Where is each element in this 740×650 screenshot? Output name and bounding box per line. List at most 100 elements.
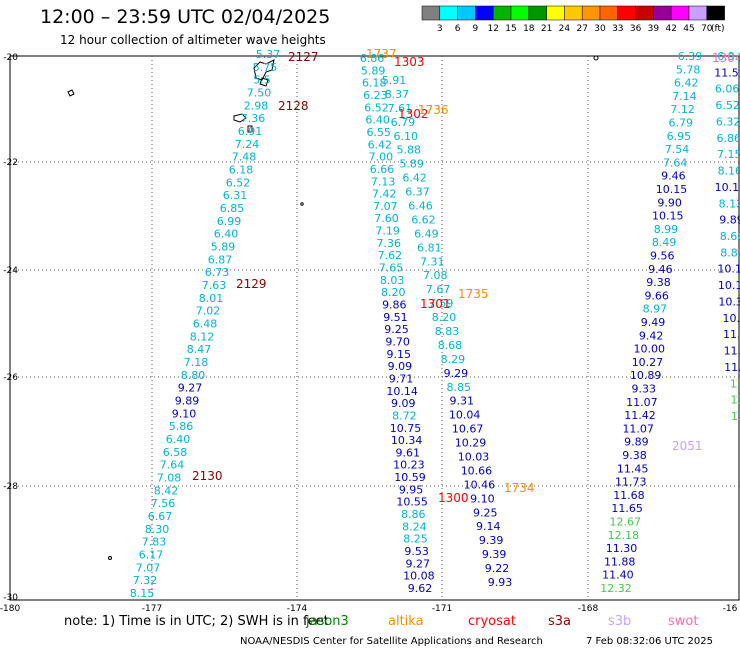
wave-height-value: 7.62 (378, 249, 403, 262)
wave-height-value: 6.23 (363, 89, 388, 102)
legend-tick: 9 (473, 24, 479, 34)
legend-tick: 39 (648, 24, 660, 34)
longitude-label: -168 (578, 604, 599, 614)
wave-height-value: 6.99 (217, 215, 242, 228)
map-subtitle: 12 hour collection of altimeter wave hei… (60, 33, 326, 47)
wave-height-value: 7.36 (376, 237, 401, 250)
wave-height-value: 5.78 (676, 63, 701, 76)
wave-height-value: 9.27 (406, 557, 431, 570)
wave-height-value: 11.0 (723, 328, 740, 341)
wave-height-value: 9.71 (389, 372, 414, 385)
wave-height-value: 9.93 (488, 576, 513, 589)
longitude-label: -177 (142, 604, 162, 614)
footer-credit: NOAA/NESDIS Center for Satellite Applica… (240, 636, 543, 647)
wave-height-value: 6.32 (716, 115, 740, 128)
wave-height-value: 10.27 (632, 356, 664, 369)
legend-tick: 30 (594, 24, 606, 34)
wave-height-value: 7.83 (142, 536, 167, 549)
wave-height-value: 8.20 (432, 311, 457, 324)
wave-height-value: 10.03 (458, 451, 490, 464)
wave-height-value: 10.46 (464, 478, 496, 491)
wave-height-value: 10.9 (722, 312, 740, 325)
legend-swatch (617, 5, 636, 21)
wave-height-value: 7.36 (241, 112, 266, 125)
footer-timestamp: 7 Feb 08:32:06 UTC 2025 (586, 636, 713, 647)
longitude-label: -16 (723, 604, 738, 614)
wave-height-value: 6.42 (402, 172, 427, 185)
legend-tick: 42 (665, 24, 676, 34)
legend-swatch (653, 5, 672, 21)
wave-height-value: 6.46 (408, 200, 433, 213)
wave-height-value: 8.85 (447, 381, 472, 394)
wave-height-value: 6.52 (715, 99, 740, 112)
wave-height-value: 9.22 (485, 562, 510, 575)
pass-label: 2127 (288, 50, 319, 64)
wave-height-value: 6.42 (368, 138, 393, 151)
wave-height-value: 9.89 (719, 214, 740, 227)
wave-height-value: 10.00 (634, 343, 666, 356)
wave-height-value: 7.24 (235, 138, 260, 151)
wave-height-value: 7.12 (670, 103, 695, 116)
wave-height-value: 7.08 (423, 269, 448, 282)
latitude-labels: -20 -22 -24 -26 -28 -30 (3, 53, 18, 603)
wave-height-value: 6.40 (166, 433, 191, 446)
wave-height-value: 8.99 (654, 223, 679, 236)
pass-label: 1737 (366, 47, 397, 61)
wave-height-value: 5.89 (399, 158, 424, 171)
wave-height-value: 8.82 (720, 246, 740, 259)
wave-height-value: 9.09 (388, 360, 413, 373)
wave-height-value: 9.42 (639, 329, 664, 342)
wave-height-value: 7.14 (672, 90, 697, 103)
legend-tick: 18 (523, 24, 535, 34)
wave-height-value: 5.75 (253, 61, 278, 74)
pass-label: 2129 (236, 277, 267, 291)
latitude-label: -24 (3, 266, 18, 276)
wave-height-value: 7.56 (151, 497, 176, 510)
wave-height-value: 9.51 (383, 311, 408, 324)
legend-tick: 36 (630, 24, 642, 34)
pass-label: 2130 (192, 469, 223, 483)
wave-height-value: 7.00 (369, 151, 394, 164)
wave-height-value: 7.42 (372, 188, 397, 201)
wave-height-value: 7.67 (426, 283, 451, 296)
graticule (10, 56, 739, 600)
wave-height-value: 7.08 (157, 472, 182, 485)
wave-height-value: 6.18 (229, 164, 254, 177)
wave-height-value: 8.29 (441, 353, 466, 366)
mission-name: altika (388, 614, 424, 629)
wave-height-value: 10.35 (718, 295, 740, 308)
mission-name: jason3 (305, 614, 349, 629)
wave-height-value: 6.73 (205, 266, 230, 279)
wave-height-value: 7.48 (232, 151, 257, 164)
wave-height-value: 10.15 (717, 263, 740, 276)
legend-tick: 45 (683, 24, 694, 34)
wave-height-value: 7.50 (247, 87, 272, 100)
pass-label: 2051 (672, 439, 703, 453)
wave-height-value: 6.81 (417, 241, 442, 254)
wave-height-value: 6.67 (148, 510, 173, 523)
wave-height-value: 12 (731, 410, 740, 423)
wave-height-value: 9.09 (391, 397, 416, 410)
wave-height-value: 6.55 (366, 126, 391, 139)
wave-height-value: 7.32 (133, 574, 158, 587)
wave-height-value: 10.29 (455, 437, 487, 450)
pass-label: 1735 (458, 287, 489, 301)
pass-label: 1736 (418, 103, 449, 117)
wave-height-value: 2.98 (244, 99, 269, 112)
legend-tick: 12 (487, 24, 498, 34)
legend-swatch (581, 5, 601, 21)
wave-height-value: 9.90 (657, 196, 682, 209)
legend-swatch (439, 5, 458, 21)
wave-height-value: 6.48 (193, 318, 218, 331)
wave-height-value: 10.10 (718, 279, 740, 292)
wave-height-value: 11.07 (622, 422, 654, 435)
legend-tick: 3 (437, 24, 443, 34)
legend-swatch (635, 5, 654, 21)
wave-height-value: 11.88 (604, 555, 636, 568)
wave-height-value: 8.60 (720, 230, 740, 243)
longitude-label: -174 (287, 604, 308, 614)
legend-swatch (492, 5, 512, 21)
legend-tick: 21 (541, 24, 552, 34)
wave-height-value: 9.14 (476, 520, 501, 533)
